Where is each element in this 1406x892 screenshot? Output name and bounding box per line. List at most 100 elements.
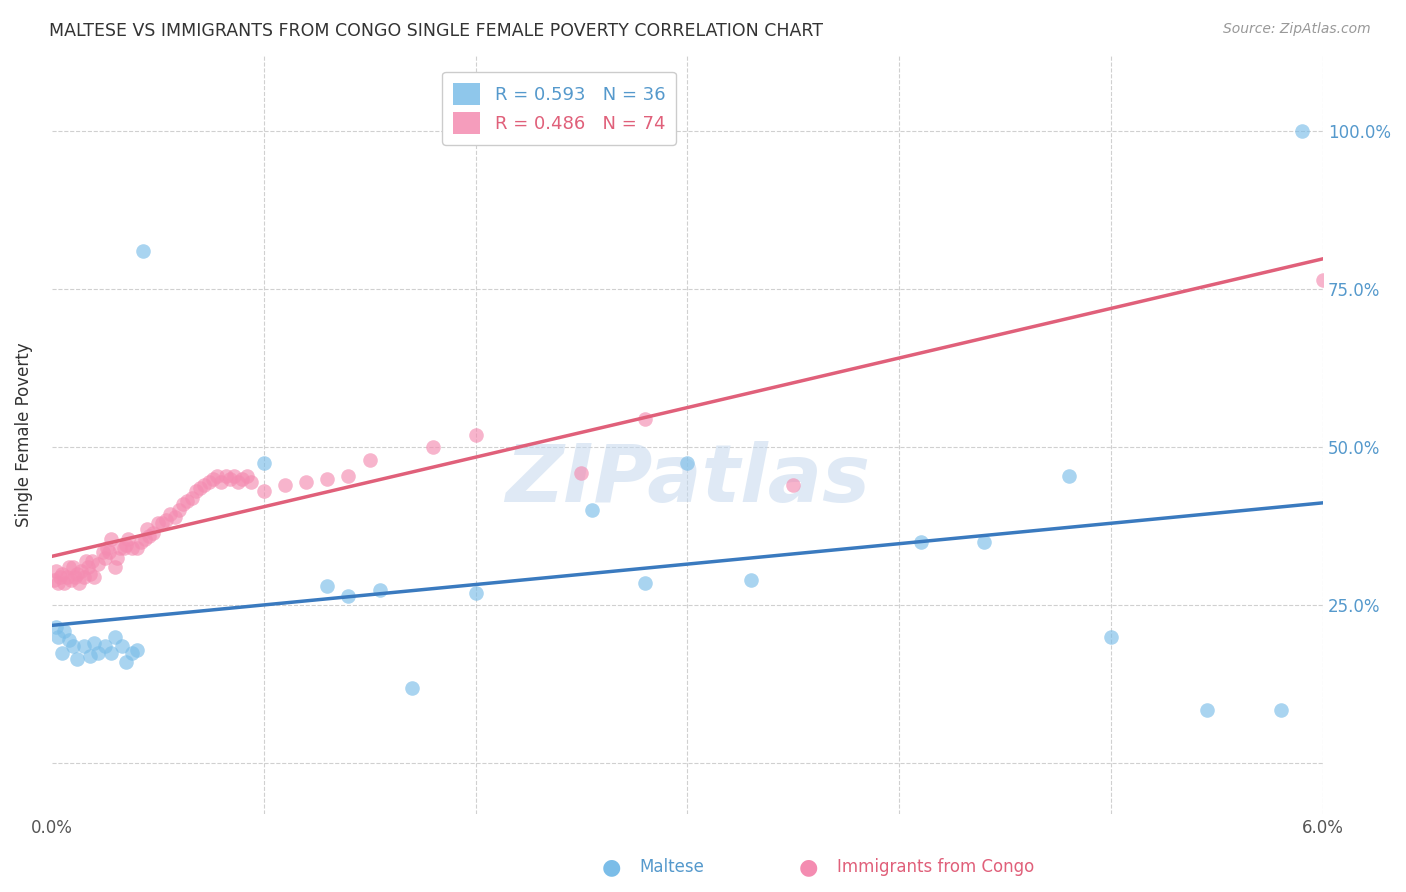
Point [205, 468, 228, 483]
Point [83, 636, 105, 650]
Point [51, 646, 73, 660]
Point [176, 494, 198, 508]
Point [253, 456, 276, 470]
Point [316, 579, 339, 593]
Point [97, 544, 120, 558]
Point [782, 478, 804, 492]
Point [218, 472, 240, 486]
Point [45, 620, 67, 634]
Point [163, 509, 186, 524]
Point [464, 427, 486, 442]
Point [59, 573, 82, 587]
Text: MALTESE VS IMMIGRANTS FROM CONGO SINGLE FEMALE POVERTY CORRELATION CHART: MALTESE VS IMMIGRANTS FROM CONGO SINGLE … [49, 22, 823, 40]
Point [172, 497, 194, 511]
Point [45, 564, 67, 578]
Point [46, 576, 69, 591]
Point [1057, 468, 1080, 483]
Point [87, 646, 110, 660]
Point [62, 640, 84, 654]
Text: ●: ● [799, 857, 818, 877]
Point [107, 550, 129, 565]
Point [51, 566, 73, 581]
Point [75, 554, 97, 568]
Point [87, 558, 110, 572]
Legend: R = 0.593   N = 36, R = 0.486   N = 74: R = 0.593 N = 36, R = 0.486 N = 74 [443, 71, 676, 145]
Point [72, 640, 94, 654]
Point [274, 478, 297, 492]
Point [201, 472, 224, 486]
Point [359, 453, 381, 467]
Point [337, 468, 360, 483]
Point [129, 535, 152, 549]
Point [67, 576, 90, 591]
Point [115, 655, 138, 669]
Point [231, 472, 253, 486]
Point [58, 560, 80, 574]
Point [209, 475, 232, 489]
Point [132, 244, 155, 259]
Point [193, 478, 215, 492]
Point [108, 541, 131, 556]
Point [63, 570, 86, 584]
Point [197, 475, 219, 489]
Point [104, 630, 127, 644]
Point [1291, 124, 1313, 138]
Point [214, 468, 236, 483]
Point [222, 468, 245, 483]
Point [55, 570, 77, 584]
Point [634, 576, 657, 591]
Point [910, 535, 932, 549]
Point [66, 652, 89, 666]
Point [316, 472, 339, 486]
Point [235, 468, 257, 483]
Point [125, 642, 148, 657]
Text: Immigrants from Congo: Immigrants from Congo [837, 858, 1033, 876]
Point [66, 566, 89, 581]
Point [117, 532, 139, 546]
Point [112, 541, 135, 556]
Point [91, 544, 114, 558]
Point [70, 564, 93, 578]
Point [422, 440, 444, 454]
Point [79, 566, 101, 581]
Point [180, 491, 202, 505]
Point [49, 570, 72, 584]
Point [973, 535, 995, 549]
Point [184, 484, 207, 499]
Point [121, 541, 143, 556]
Point [146, 516, 169, 530]
Point [188, 481, 211, 495]
Point [111, 640, 134, 654]
Point [42, 573, 65, 587]
Point [581, 503, 603, 517]
Y-axis label: Single Female Poverty: Single Female Poverty [15, 343, 32, 527]
Point [155, 513, 177, 527]
Point [253, 484, 276, 499]
Point [121, 646, 143, 660]
Point [115, 538, 138, 552]
Point [134, 532, 156, 546]
Point [46, 630, 69, 644]
Point [136, 523, 159, 537]
Point [159, 507, 181, 521]
Point [142, 525, 165, 540]
Point [53, 576, 76, 591]
Point [239, 475, 262, 489]
Point [83, 570, 105, 584]
Point [368, 582, 391, 597]
Point [80, 554, 103, 568]
Point [167, 503, 190, 517]
Text: ●: ● [602, 857, 621, 877]
Point [93, 550, 115, 565]
Point [150, 516, 173, 530]
Point [93, 640, 115, 654]
Text: Source: ZipAtlas.com: Source: ZipAtlas.com [1223, 22, 1371, 37]
Text: ZIPatlas: ZIPatlas [505, 442, 870, 519]
Point [53, 624, 76, 638]
Point [100, 646, 122, 660]
Text: Maltese: Maltese [640, 858, 704, 876]
Point [401, 681, 423, 695]
Point [1099, 630, 1122, 644]
Point [79, 648, 101, 663]
Point [62, 560, 84, 574]
